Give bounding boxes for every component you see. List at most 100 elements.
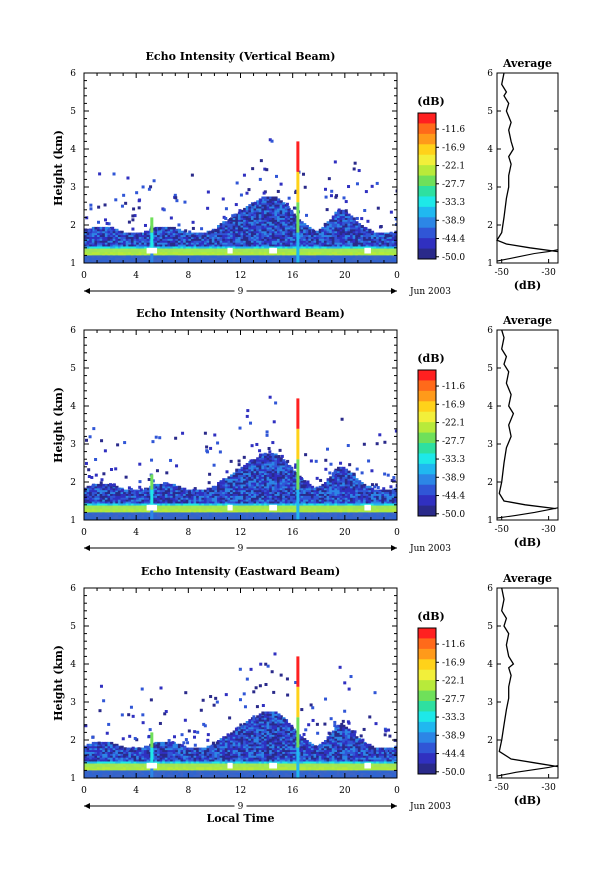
colorbar-swatch xyxy=(418,123,436,135)
average-x-tick-label: -30 xyxy=(541,783,556,793)
ground-band xyxy=(84,248,397,256)
average-x-label: (dB) xyxy=(514,536,541,549)
colorbar-tick-label: -44.4 xyxy=(442,750,465,760)
y-tick-label: 4 xyxy=(70,402,76,412)
y-tick-label: 1 xyxy=(70,774,76,784)
colorbar-swatch xyxy=(418,721,436,733)
heatmap-field xyxy=(84,652,397,778)
average-lower-curve xyxy=(496,764,559,777)
colorbar-swatch xyxy=(418,186,436,197)
colorbar-swatch xyxy=(418,701,436,712)
colorbar-swatch xyxy=(418,370,436,381)
day-label: 9 xyxy=(238,544,244,554)
colorbar-swatch xyxy=(418,175,436,187)
colorbar-swatch xyxy=(418,711,436,723)
colorbar-swatch xyxy=(418,453,436,465)
average-x-tick-label: -30 xyxy=(541,525,556,535)
y-tick-label: 5 xyxy=(70,364,76,374)
colorbar-swatch xyxy=(418,380,436,392)
colorbar-tick-label: -16.9 xyxy=(442,658,465,668)
colorbar-frame xyxy=(417,112,437,260)
average-y-tick-label: 3 xyxy=(487,698,493,708)
date-label: Jun 2003 xyxy=(409,802,451,812)
average-profile-line xyxy=(498,587,559,768)
colorbar-swatch xyxy=(418,763,436,775)
day-label: 9 xyxy=(238,287,244,297)
colorbar-tick-label: -27.7 xyxy=(442,437,465,447)
chart-panel-3: Echo Intensity (Eastward Beam)123456Heig… xyxy=(52,565,559,825)
colorbar-tick-label: -16.9 xyxy=(442,400,465,410)
colorbar-tick-label: -33.3 xyxy=(442,198,465,208)
colorbar-swatch xyxy=(418,422,436,433)
average-x-tick-label: -50 xyxy=(494,783,509,793)
colorbar-swatch xyxy=(418,144,436,156)
heatmap-field xyxy=(84,138,397,263)
colorbar-frame xyxy=(417,369,437,517)
y-tick-label: 2 xyxy=(70,478,76,488)
average-y-tick-label: 2 xyxy=(487,736,493,746)
x-tick-label: 0 xyxy=(394,528,400,538)
x-tick-label: 8 xyxy=(185,786,191,796)
day-bar-left-arrow xyxy=(84,288,90,294)
colorbar-swatch xyxy=(418,206,436,218)
colorbar-swatch xyxy=(418,669,436,681)
colorbar-tick-label: -50.0 xyxy=(442,253,465,263)
colorbar-swatch xyxy=(418,113,436,124)
average-y-tick-label: 6 xyxy=(487,584,493,594)
average-y-tick-label: 2 xyxy=(487,478,493,488)
average-y-tick-label: 4 xyxy=(487,402,493,412)
colorbar-unit: (dB) xyxy=(417,610,444,623)
y-tick-label: 4 xyxy=(70,660,76,670)
chart-panel-1: Echo Intensity (Vertical Beam)123456Heig… xyxy=(52,50,559,297)
colorbar-swatch xyxy=(418,484,436,496)
average-profile: Average 1 2 3 4 5 6 -50 -30(dB) xyxy=(487,572,559,807)
x-tick-label: 4 xyxy=(133,528,139,538)
colorbar-swatch xyxy=(418,248,436,260)
average-y-tick-label: 1 xyxy=(487,259,493,269)
x-tick-label: 0 xyxy=(81,528,87,538)
average-y-tick-label: 3 xyxy=(487,440,493,450)
y-tick-label: 1 xyxy=(70,259,76,269)
colorbar: (dB) -11.6 -16.9 -22.1 -27.7 -33.3 -38.9 -44.4 -… xyxy=(417,610,465,778)
colorbar-unit: (dB) xyxy=(417,352,444,365)
colorbar-swatch xyxy=(418,390,436,402)
chart-panel-2: Echo Intensity (Northward Beam)123456Hei… xyxy=(52,307,559,554)
x-tick-label: 4 xyxy=(133,271,139,281)
average-y-tick-label: 5 xyxy=(487,622,493,632)
y-tick-label: 6 xyxy=(70,69,76,79)
x-tick-label: 8 xyxy=(185,271,191,281)
average-profile: Average 1 2 3 4 5 6 -50 -30(dB) xyxy=(487,57,559,292)
colorbar-tick-label: -38.9 xyxy=(442,731,465,741)
colorbar-swatch xyxy=(418,401,436,413)
y-tick-label: 3 xyxy=(70,440,76,450)
y-tick-label: 4 xyxy=(70,145,76,155)
heatmap-field xyxy=(84,395,397,520)
ground-band xyxy=(84,505,397,513)
average-y-tick-label: 5 xyxy=(487,107,493,117)
y-axis-label: Height (km) xyxy=(52,130,65,206)
x-tick-label: 20 xyxy=(339,528,351,538)
colorbar-tick-label: -27.7 xyxy=(442,695,465,705)
day-label: 9 xyxy=(238,802,244,812)
colorbar-tick-label: -22.1 xyxy=(442,162,465,172)
y-tick-label: 6 xyxy=(70,584,76,594)
average-lower-curve xyxy=(496,249,559,262)
colorbar-swatch xyxy=(418,463,436,475)
average-y-tick-label: 1 xyxy=(487,516,493,526)
y-tick-label: 3 xyxy=(70,698,76,708)
x-tick-label: 8 xyxy=(185,528,191,538)
date-label: Jun 2003 xyxy=(409,287,451,297)
x-tick-label: 16 xyxy=(287,271,299,281)
day-bar-left-arrow xyxy=(84,545,90,551)
colorbar-swatch xyxy=(418,680,436,691)
ground-band xyxy=(84,763,397,771)
average-y-tick-label: 4 xyxy=(487,660,493,670)
colorbar-tick-label: -16.9 xyxy=(442,143,465,153)
average-y-tick-label: 6 xyxy=(487,69,493,79)
x-tick-label: 0 xyxy=(81,271,87,281)
average-title: Average xyxy=(502,314,552,327)
colorbar-tick-label: -38.9 xyxy=(442,216,465,226)
average-y-tick-label: 5 xyxy=(487,364,493,374)
average-title: Average xyxy=(502,57,552,70)
x-tick-label: 16 xyxy=(287,786,299,796)
